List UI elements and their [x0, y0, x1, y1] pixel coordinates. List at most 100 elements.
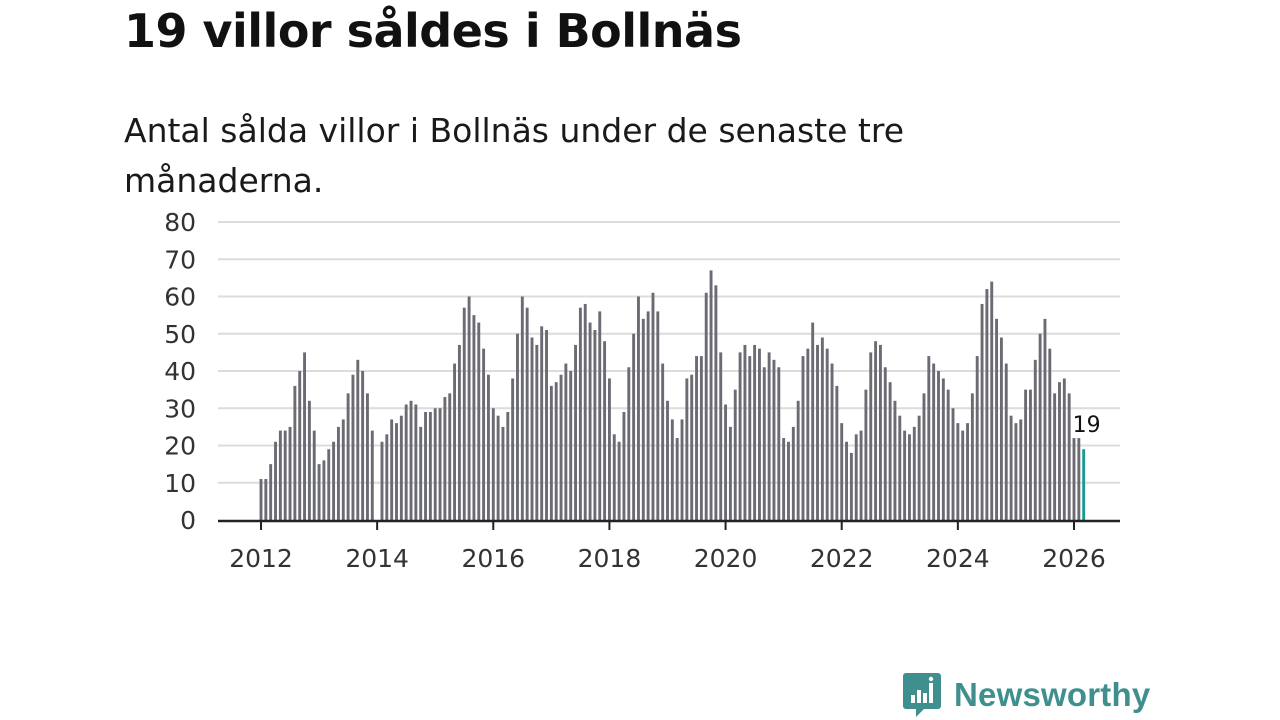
bar	[419, 426, 423, 521]
bar	[617, 441, 621, 520]
newsworthy-brand: Newsworthy	[902, 670, 1150, 720]
bar	[995, 318, 999, 520]
bar	[893, 400, 897, 520]
bar	[409, 400, 413, 520]
bar	[341, 419, 345, 520]
bar	[690, 374, 694, 520]
bar	[937, 371, 940, 520]
bar	[685, 378, 689, 520]
x-tick-label: 2016	[461, 544, 525, 573]
bar	[283, 430, 287, 520]
bar	[1077, 438, 1081, 520]
bar	[264, 479, 268, 520]
bar	[908, 434, 911, 520]
bar	[816, 344, 819, 520]
x-tick-label: 2026	[1042, 544, 1106, 573]
bar	[970, 393, 974, 520]
bar	[627, 367, 631, 520]
bar	[424, 411, 427, 520]
bars	[259, 270, 1086, 521]
bar	[482, 348, 486, 520]
bar	[511, 378, 515, 520]
bar	[801, 356, 805, 520]
bar	[932, 363, 936, 520]
bar	[840, 423, 844, 520]
bar	[845, 441, 848, 520]
bar	[1058, 382, 1061, 520]
bar	[332, 441, 336, 520]
bar	[361, 371, 365, 520]
bar	[854, 434, 858, 520]
x-tick-label: 2020	[694, 544, 758, 573]
bar	[346, 393, 350, 520]
bar	[999, 337, 1003, 520]
bar	[738, 352, 742, 521]
bar	[641, 318, 645, 520]
bar	[956, 423, 960, 520]
bar	[593, 330, 597, 520]
bar	[583, 303, 587, 520]
bar	[767, 352, 771, 521]
bar	[395, 423, 398, 520]
bar	[762, 367, 766, 520]
bar	[961, 430, 965, 520]
chart-subtitle: Antal sålda villor i Bollnäs under de se…	[124, 111, 904, 200]
y-tick-label: 50	[164, 320, 196, 349]
bar	[516, 333, 519, 520]
bar	[622, 411, 626, 520]
bar	[680, 419, 684, 520]
bar	[535, 344, 539, 520]
bar	[912, 426, 916, 521]
bar	[545, 330, 548, 520]
bar	[603, 341, 607, 520]
bar	[1062, 378, 1066, 520]
bar	[540, 326, 544, 520]
bar	[477, 322, 481, 520]
bar	[399, 415, 403, 520]
bar	[549, 385, 553, 520]
bar	[874, 341, 878, 520]
bar	[830, 363, 834, 520]
x-tick-label: 2024	[926, 544, 990, 573]
bar	[787, 441, 790, 520]
bar	[859, 430, 863, 520]
bar	[1004, 363, 1008, 520]
bar	[791, 426, 795, 521]
bar	[883, 367, 887, 520]
bar	[719, 352, 723, 521]
bar	[390, 419, 394, 520]
bar	[559, 374, 563, 520]
bar	[380, 441, 384, 520]
bar	[525, 307, 529, 520]
bar	[462, 307, 466, 520]
bar	[467, 296, 471, 520]
bar	[888, 382, 892, 520]
y-tick-label: 80	[164, 208, 196, 237]
bar	[1048, 348, 1052, 520]
x-tick-label: 2018	[578, 544, 642, 573]
bar	[506, 411, 510, 520]
bar	[307, 400, 311, 520]
bar	[501, 426, 505, 521]
bar	[917, 415, 921, 520]
bar	[878, 344, 882, 520]
bar	[414, 404, 418, 520]
bar	[646, 311, 650, 520]
bar	[869, 352, 873, 521]
y-tick-label: 60	[164, 283, 196, 312]
bar	[951, 408, 955, 520]
bar	[980, 303, 984, 520]
bar	[1029, 389, 1032, 521]
bar	[835, 385, 839, 520]
bar	[598, 311, 602, 520]
bar	[317, 464, 321, 521]
bar	[288, 426, 292, 521]
bar	[336, 426, 340, 521]
bar	[632, 333, 636, 520]
bar	[777, 367, 781, 520]
y-tick-label: 10	[164, 469, 196, 498]
bar	[1019, 419, 1023, 520]
bar	[820, 337, 824, 520]
bar	[428, 411, 432, 520]
y-tick-label: 0	[180, 506, 196, 535]
